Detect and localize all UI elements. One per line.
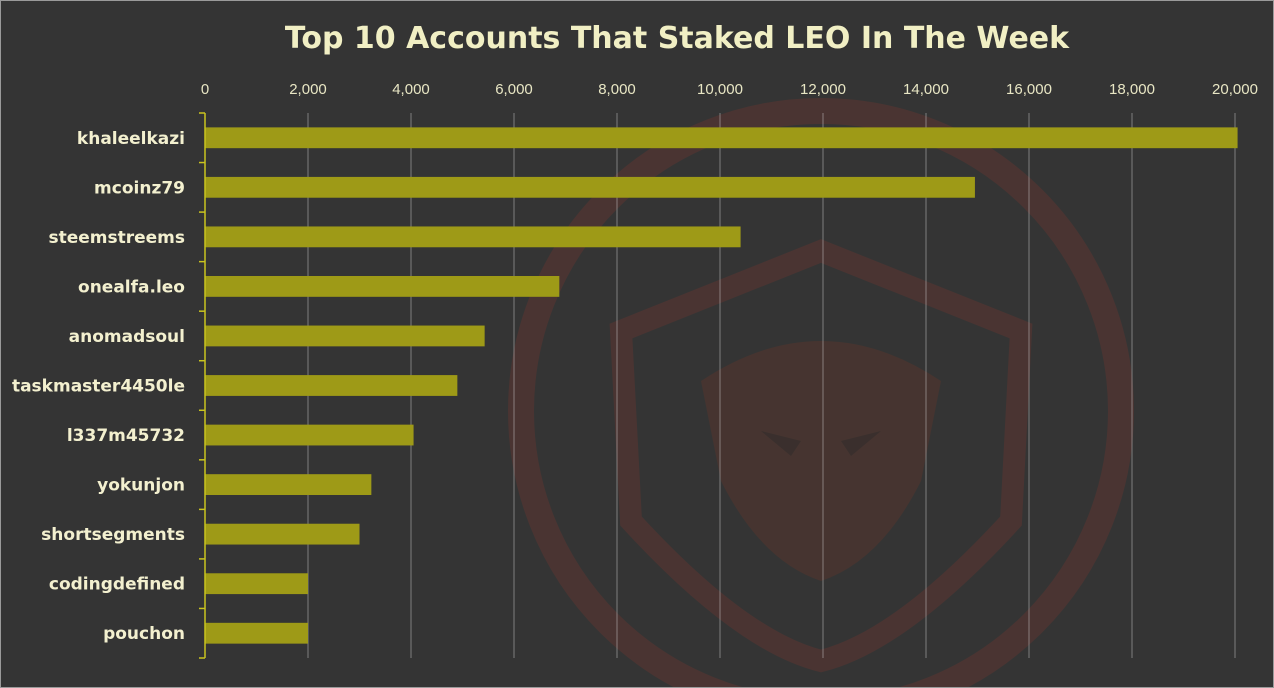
- category-label: khaleelkazi: [77, 129, 185, 149]
- category-label: shortsegments: [41, 525, 185, 545]
- category-label: pouchon: [103, 624, 185, 644]
- bar-l337m45732: [205, 424, 414, 446]
- category-label: taskmaster4450le: [12, 377, 185, 397]
- category-label: onealfa.leo: [78, 277, 185, 297]
- x-tick-label: 6,000: [495, 81, 533, 98]
- x-tick-label: 16,000: [1006, 81, 1052, 98]
- x-tick-label: 18,000: [1109, 81, 1155, 98]
- bar-anomadsoul: [205, 325, 485, 347]
- x-tick-label: 4,000: [392, 81, 430, 98]
- y-axis: [199, 112, 206, 659]
- category-label: steemstreems: [48, 228, 185, 248]
- x-tick-label: 10,000: [697, 81, 743, 98]
- x-axis-ticks: 0 2,000 4,000 6,000 8,000 10,000 12,000 14,000 1…: [201, 81, 1258, 98]
- x-tick-label: 20,000: [1212, 81, 1258, 98]
- category-label: l337m45732: [67, 426, 185, 446]
- category-labels: khaleelkazi mcoinz79 steemstreems onealfa.l…: [12, 129, 185, 644]
- category-label: anomadsoul: [69, 327, 185, 347]
- x-tick-label: 8,000: [598, 81, 636, 98]
- bar-shortsegments: [205, 523, 360, 545]
- x-tick-label: 0: [201, 81, 209, 98]
- bars: [205, 127, 1238, 644]
- bar-steemstreems: [205, 226, 741, 248]
- bar-khaleelkazi: [205, 127, 1238, 149]
- bar-pouchon: [205, 622, 308, 644]
- chart-title: Top 10 Accounts That Staked LEO In The W…: [285, 21, 1070, 56]
- x-tick-label: 2,000: [289, 81, 327, 98]
- x-tick-label: 14,000: [903, 81, 949, 98]
- bar-onealfa-leo: [205, 276, 560, 297]
- bar-codingdefined: [205, 573, 308, 595]
- category-label: mcoinz79: [94, 178, 185, 198]
- bar-mcoinz79: [205, 176, 975, 198]
- bar-taskmaster4450le: [205, 375, 458, 396]
- category-label: codingdefined: [49, 575, 185, 595]
- category-label: yokunjon: [97, 476, 185, 496]
- x-tick-label: 12,000: [800, 81, 846, 98]
- bar-yokunjon: [205, 474, 372, 495]
- lion-watermark-icon: [508, 98, 1134, 687]
- grid-lines: [307, 113, 1236, 658]
